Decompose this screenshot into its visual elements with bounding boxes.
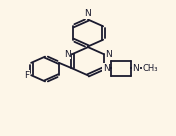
Text: N: N [103,64,109,73]
Text: N: N [105,50,112,59]
Text: N: N [64,50,71,59]
Text: CH₃: CH₃ [143,64,158,73]
Text: N: N [132,64,139,73]
Text: F: F [24,71,29,80]
Text: N: N [85,10,91,18]
